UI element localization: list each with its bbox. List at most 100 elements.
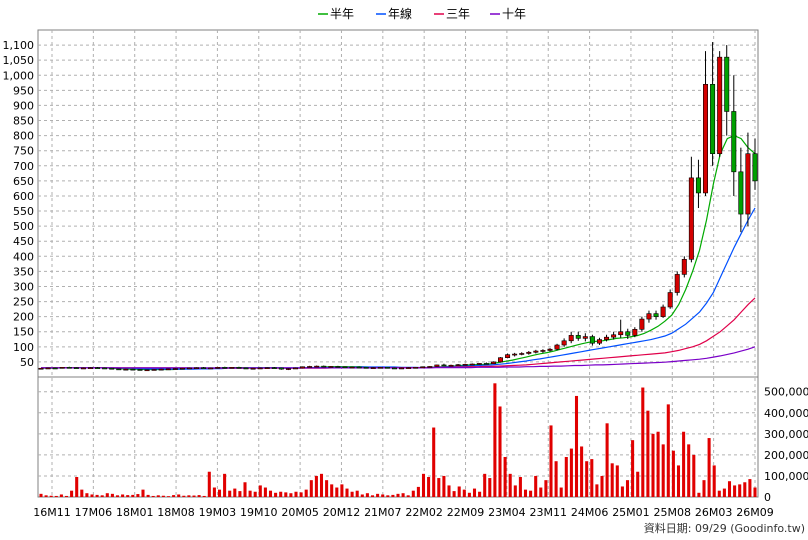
x-tick-label: 26M03	[695, 506, 733, 519]
volume-bar	[381, 494, 385, 497]
legend-label: 年線	[388, 6, 412, 21]
candle-body	[533, 350, 539, 353]
candle-body	[554, 344, 560, 350]
volume-bar	[70, 490, 74, 497]
price-tick-label: 300	[13, 280, 34, 293]
volume-bar	[100, 495, 104, 497]
candle-body	[462, 364, 468, 366]
volume-bar	[554, 461, 558, 497]
volume-bar	[233, 488, 237, 497]
volume-bar	[692, 454, 696, 497]
candle-body	[109, 367, 115, 370]
candle-body	[434, 364, 440, 367]
candle-body	[194, 367, 200, 369]
volume-bar	[615, 465, 619, 497]
volume-bar	[493, 383, 497, 497]
volume-bar	[172, 495, 176, 497]
volume-bar	[161, 495, 165, 497]
volume-bar	[365, 493, 369, 497]
volume-bar	[549, 425, 553, 497]
x-tick-label: 23M11	[529, 506, 567, 519]
volume-bar	[610, 463, 614, 497]
volume-bar	[279, 491, 283, 497]
x-tick-label: 17M06	[75, 506, 113, 519]
candle-body	[144, 369, 150, 372]
candle-body	[618, 331, 624, 336]
x-tick-label: 23M04	[488, 506, 526, 519]
price-tick-label: 350	[13, 265, 34, 278]
volume-bar	[569, 448, 573, 497]
volume-bar	[666, 404, 670, 497]
volume-bar	[702, 480, 706, 497]
candle-body	[38, 367, 44, 370]
volume-bar	[641, 387, 645, 497]
candle-body	[547, 348, 553, 351]
volume-bar	[268, 490, 273, 497]
price-tick-label: 150	[13, 326, 34, 339]
candle-body	[490, 361, 496, 365]
volume-bar	[529, 490, 533, 497]
candle-body	[752, 153, 758, 182]
candle-body	[158, 368, 164, 371]
volume-bar	[534, 475, 538, 497]
candle-body	[745, 153, 751, 215]
volume-bar	[503, 457, 507, 497]
x-tick-label: 18M08	[157, 506, 195, 519]
volume-bar	[574, 395, 579, 497]
volume-bar	[243, 482, 247, 497]
x-tick-label: 26M09	[736, 506, 774, 519]
ma-line	[41, 134, 756, 371]
volume-tick-label: 0	[764, 491, 771, 504]
candle-body	[674, 274, 680, 293]
candle-body	[399, 367, 405, 370]
volume-bar	[564, 457, 568, 497]
volume-bar	[49, 495, 53, 497]
volume-bar	[345, 488, 349, 497]
volume-bar	[411, 490, 415, 497]
volume-bar	[105, 493, 109, 497]
candle-body	[568, 335, 574, 342]
volume-bar	[85, 493, 89, 497]
candle-body	[278, 367, 284, 370]
price-tick-label: 200	[13, 311, 34, 324]
volume-bar	[478, 491, 482, 497]
price-tick-label: 100	[13, 341, 34, 354]
candle-body	[172, 368, 178, 370]
volume-bar	[733, 485, 737, 497]
volume-bar	[350, 491, 354, 497]
x-tick-label: 25M01	[612, 506, 650, 519]
candlesticks	[38, 42, 758, 372]
volume-bar	[518, 477, 522, 497]
volume-bar	[651, 433, 655, 497]
volume-bar	[54, 495, 58, 497]
volume-bar	[146, 494, 150, 497]
candle-body	[731, 111, 737, 173]
x-tick-label: 18M01	[116, 506, 154, 519]
volume-bar	[447, 485, 451, 497]
volume-bar	[228, 490, 232, 497]
volume-bar	[467, 492, 471, 497]
volume-bar	[192, 495, 196, 497]
volume-panel-frame	[37, 376, 759, 498]
volume-bar	[335, 487, 339, 497]
volume-bar	[156, 495, 160, 497]
volume-tick-label: 400,000	[764, 407, 808, 420]
volume-bar	[207, 471, 211, 497]
candle-body	[321, 365, 327, 368]
candle-body	[575, 335, 581, 339]
candle-body	[87, 367, 93, 369]
x-tick-label: 20M05	[281, 506, 319, 519]
price-tick-label: 250	[13, 296, 34, 309]
volume-bar	[406, 495, 410, 497]
candle-body	[483, 363, 489, 365]
volume-bar	[274, 492, 278, 497]
volume-bar	[126, 495, 130, 497]
volume-bar	[263, 487, 267, 497]
volume-bar	[121, 494, 125, 497]
candle-body	[222, 367, 228, 369]
volume-bar	[294, 491, 298, 497]
candle-body	[73, 367, 79, 369]
price-tick-label: 600	[13, 190, 34, 203]
volume-bar	[59, 494, 63, 497]
